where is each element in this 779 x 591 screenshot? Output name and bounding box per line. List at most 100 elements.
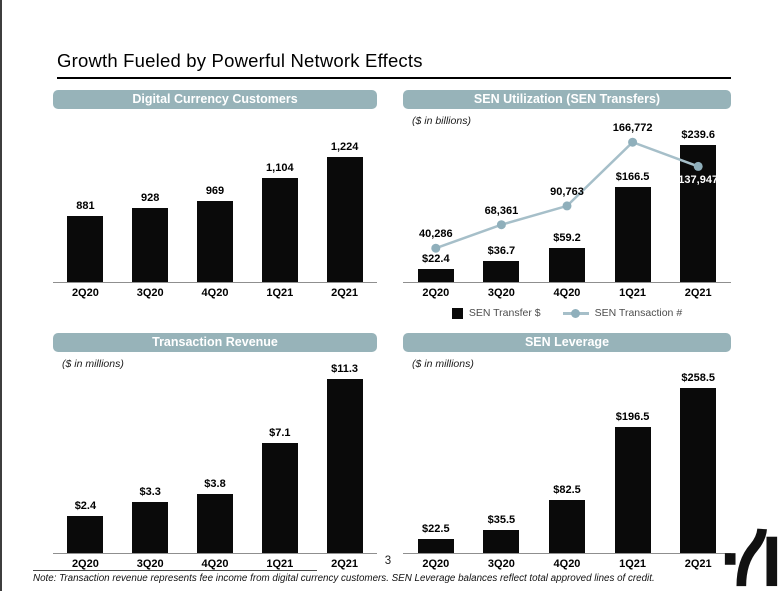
bar-column: 881 [53, 132, 118, 282]
x-axis-label: 1Q21 [266, 287, 294, 299]
chart-title-pill: SEN Leverage [403, 333, 731, 352]
x-axis-label: 4Q20 [553, 558, 581, 570]
x-axis-label: 2Q21 [684, 287, 712, 299]
bar-value-label: $22.4 [422, 253, 450, 265]
bar-value-label: $2.4 [74, 500, 97, 512]
x-axis-label: 2Q20 [422, 287, 450, 299]
bar-value-label: $239.6 [681, 129, 715, 141]
bar-column: $196.5 [600, 377, 666, 553]
bar [417, 269, 454, 282]
bar [196, 201, 233, 282]
line-marker-icon [562, 308, 589, 318]
legend-label: SEN Transaction # [594, 307, 683, 319]
footnote: Note: Transaction revenue represents fee… [33, 573, 655, 584]
x-axis-label: 3Q20 [487, 558, 515, 570]
chart-panel-digital-currency-customers: Digital Currency Customers 881 928 969 1,10… [53, 90, 377, 333]
bar [548, 500, 585, 553]
bar [196, 494, 233, 553]
chart-panel-transaction-revenue: Transaction Revenue ($ in millions) $2.4… [53, 333, 377, 570]
plot-area: 881 928 969 1,104 1,224 [53, 131, 377, 283]
bar-value-label: $22.5 [422, 523, 450, 535]
line-marker-dot [496, 220, 506, 230]
bar-value-label: $196.5 [615, 411, 650, 423]
bar-column: $3.8 [183, 377, 248, 553]
bar-column: 969 [183, 132, 248, 282]
sen-transaction-line [431, 137, 703, 253]
x-axis-label: 2Q20 [71, 287, 99, 299]
bar-value-label: 881 [76, 200, 95, 212]
bar [483, 261, 520, 282]
bar-column: 1,224 [312, 132, 377, 282]
x-axis-labels: 2Q20 3Q20 4Q20 1Q21 2Q21 [403, 287, 731, 299]
line-value-label: 68,361 [484, 204, 519, 217]
bar [483, 530, 520, 553]
chart-title-pill: Digital Currency Customers [53, 90, 377, 109]
x-axis-label: 4Q20 [201, 558, 229, 570]
line-value-label: 90,763 [550, 185, 584, 198]
bar [326, 157, 363, 282]
slide-title: Growth Fueled by Powerful Network Effect… [57, 50, 423, 71]
x-axis-label: 1Q21 [266, 558, 294, 570]
page-number: 3 [384, 555, 392, 567]
bar-value-label: $3.3 [139, 486, 161, 498]
x-axis-label: 4Q20 [553, 287, 581, 299]
bar-column: $2.4 [53, 377, 118, 553]
plot-area: $2.4 $3.3 $3.8 $7.1 $11.3 [53, 363, 377, 554]
x-axis-label: 2Q21 [331, 558, 359, 570]
x-axis-label: 4Q20 [201, 287, 229, 299]
x-axis-label: 2Q20 [71, 558, 99, 570]
chart-subtitle: ($ in millions) [412, 358, 474, 370]
line-marker-dot [431, 243, 441, 253]
legend-item-sen-transaction: SEN Transaction # [562, 307, 683, 319]
chart-panel-sen-utilization: SEN Utilization (SEN Transfers) ($ in bi… [403, 90, 731, 333]
plot-area: $22.4 $36.7 $59.2 $166.5 $239.6 40,286 68,361 9… [403, 122, 731, 283]
bar-value-label: 969 [205, 185, 225, 197]
chart-title-pill: Transaction Revenue [53, 333, 377, 352]
x-axis-label: 2Q20 [422, 558, 450, 570]
chart-panel-sen-leverage: SEN Leverage ($ in millions) $22.5 $35.5 $… [403, 333, 731, 570]
x-axis-label: 3Q20 [136, 558, 164, 570]
bar [614, 427, 651, 553]
x-axis-labels: 2Q20 3Q20 4Q20 1Q21 2Q21 [53, 558, 377, 570]
bar-column: 928 [118, 132, 183, 282]
bar-value-label: $166.5 [615, 171, 650, 183]
chart-subtitle: ($ in billions) [412, 115, 471, 127]
bar-value-label: $3.8 [204, 478, 226, 490]
bar [261, 443, 298, 553]
bar-value-label: $36.7 [487, 245, 516, 257]
bar [326, 379, 363, 553]
bar-value-label: $35.5 [487, 514, 516, 526]
bar [417, 539, 454, 553]
bar-value-label: $11.3 [331, 363, 359, 375]
title-underline [57, 77, 731, 79]
window-left-edge [0, 0, 2, 591]
bar [680, 388, 717, 553]
x-axis-label: 3Q20 [136, 287, 164, 299]
x-axis-label: 2Q21 [684, 558, 712, 570]
line-marker-dot [628, 137, 638, 147]
bar [132, 502, 169, 553]
chart-title-pill: SEN Utilization (SEN Transfers) [403, 90, 731, 109]
bar [132, 208, 169, 282]
x-axis-label: 3Q20 [487, 287, 515, 299]
bar-swatch-icon [451, 307, 463, 319]
x-axis-label: 2Q21 [331, 287, 359, 299]
bar [614, 187, 651, 282]
bar-column: $7.1 [247, 377, 312, 553]
bar-column: $22.4 [403, 142, 469, 282]
line-value-label: 166,772 [612, 122, 653, 135]
bar-value-label: $82.5 [553, 484, 581, 496]
legend-label: SEN Transfer $ [468, 307, 541, 319]
line-marker-dot [693, 161, 703, 171]
chart-subtitle: ($ in millions) [62, 358, 124, 370]
bar [67, 216, 104, 282]
bar-column: $35.5 [469, 377, 535, 553]
bar-value-label: 1,224 [330, 141, 359, 153]
bar-column: $59.2 [534, 142, 600, 282]
bar-value-label: 928 [141, 192, 160, 204]
chart-legend: SEN Transfer $ SEN Transaction # [403, 307, 731, 319]
bar-value-label: 1,104 [266, 162, 294, 174]
silvergate-logo-icon [724, 528, 778, 587]
bar-column: 1,104 [247, 132, 312, 282]
